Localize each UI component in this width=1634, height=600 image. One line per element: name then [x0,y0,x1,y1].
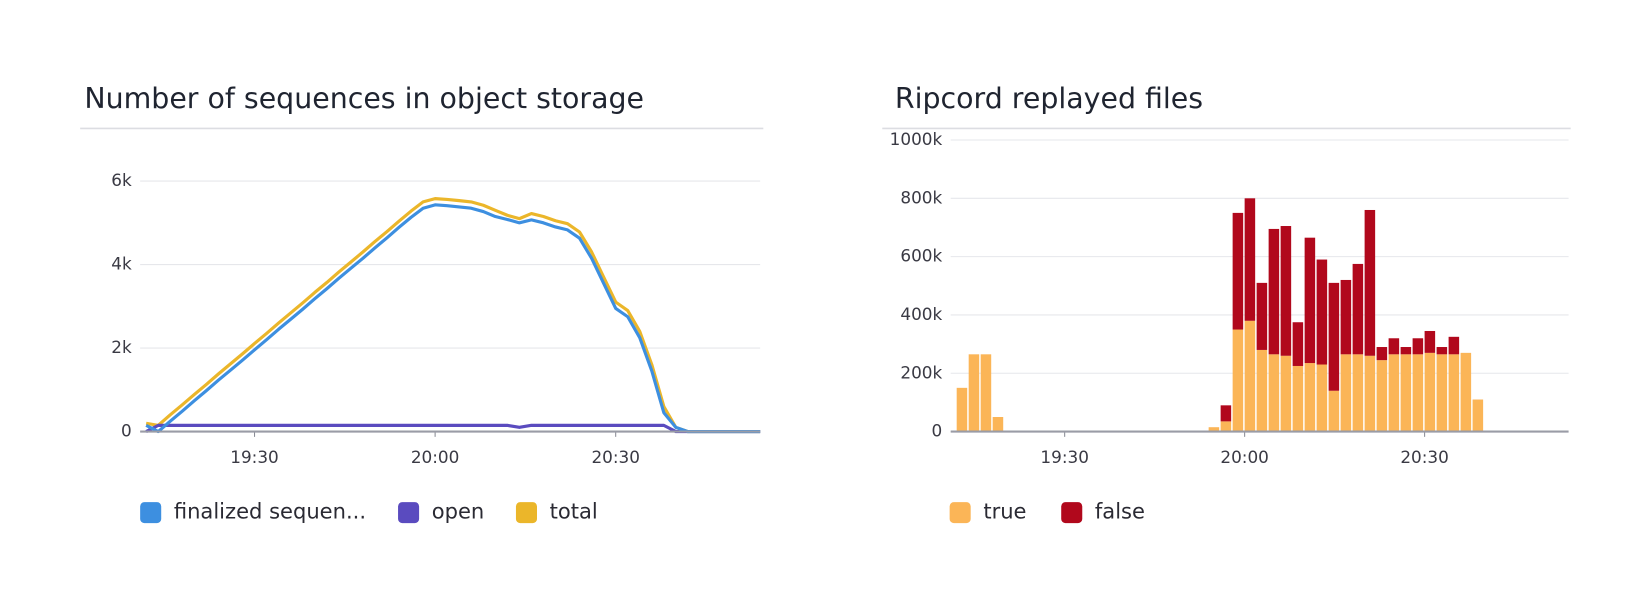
legend-label: finalized sequen... [174,499,366,524]
legend-label: total [550,499,598,524]
x-tick-label: 19:30 [1040,447,1089,467]
bar-segment [1304,363,1316,432]
bar-segment [980,354,992,432]
y-tick-label: 6k [111,170,132,190]
legend-label: false [1095,499,1145,524]
bar-segment [1400,347,1412,355]
bar-segment [1364,209,1376,356]
y-tick-label: 0 [121,421,132,441]
x-tick-label: 20:30 [591,447,640,467]
bar-segment [968,354,980,432]
bar-segment [1424,330,1436,353]
bar-segment [1268,354,1280,432]
chart-title: Number of sequences in object storage [84,82,644,115]
legend-swatch [140,502,162,524]
bar-segment [1436,347,1448,355]
line-series [145,423,761,434]
y-tick-label: 0 [932,421,943,441]
bar-segment [1220,421,1232,432]
bar-segment [1352,354,1364,432]
bar-segment [1292,365,1304,432]
y-tick-label: 600k [900,246,942,266]
bar-segment [1448,354,1460,432]
line-series [145,197,761,434]
x-tick-label: 20:30 [1400,447,1448,467]
bar-segment [1436,354,1448,432]
y-tick-label: 200k [900,362,942,382]
x-tick-label: 19:30 [230,447,279,467]
bar-segment [1316,364,1328,432]
y-tick-label: 800k [900,187,942,207]
legend-label: true [983,499,1026,524]
legend-swatch [515,502,537,524]
x-tick-label: 20:00 [1220,447,1269,467]
line-series [145,203,761,434]
bar-segment [1316,259,1328,365]
bar-segment [1412,338,1424,355]
bar-segment [1448,336,1460,355]
y-tick-label: 400k [900,304,942,324]
bar-segment [1280,355,1292,432]
bar-segment [1280,226,1292,356]
bar-segment [1388,354,1400,432]
legend-swatch [949,502,971,524]
bar-segment [1400,354,1412,432]
bar-segment [1328,282,1340,391]
legend-swatch [1061,502,1083,524]
bar-segment [1376,360,1388,432]
y-tick-label: 2k [111,337,132,357]
bar-segment [1376,347,1388,361]
bar-segment [1364,355,1376,432]
bar-segment [1340,354,1352,432]
bar-segment [1472,399,1484,432]
bar-segment [1256,349,1268,432]
bar-segment [1232,329,1244,432]
chart-title: Ripcord replayed files [895,82,1203,115]
x-tick-label: 20:00 [411,447,460,467]
y-tick-label: 4k [111,254,132,274]
bar-segment [1304,237,1316,364]
bar-segment [1292,322,1304,366]
y-tick-label: 1000k [890,129,943,149]
legend-label: open [432,499,485,524]
bar-segment [1412,354,1424,432]
legend-swatch [398,502,420,524]
bar-segment [1460,352,1472,432]
bar-segment [1340,279,1352,355]
bar-segment [1256,282,1268,350]
bar-segment [956,387,968,432]
bar-segment [1220,405,1232,422]
bar-segment [1232,212,1244,330]
bar-segment [1268,228,1280,355]
bar-segment [1328,390,1340,432]
bar-segment [1388,338,1400,355]
bar-segment [1244,198,1256,321]
bar-segment [992,417,1004,432]
bar-segment [1208,427,1220,432]
bar-segment [1424,352,1436,432]
bar-segment [1244,320,1256,432]
bar-segment [1352,263,1364,355]
